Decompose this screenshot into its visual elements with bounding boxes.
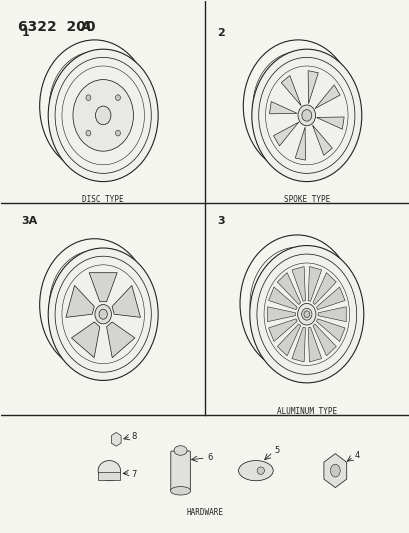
Text: 5: 5 (274, 446, 279, 455)
Polygon shape (111, 432, 121, 446)
Polygon shape (66, 286, 94, 317)
Circle shape (330, 464, 339, 477)
Polygon shape (307, 71, 317, 104)
Text: HARDWARE: HARDWARE (186, 508, 223, 517)
Polygon shape (281, 76, 300, 106)
Ellipse shape (95, 106, 110, 125)
Polygon shape (89, 273, 117, 302)
Polygon shape (316, 117, 343, 129)
Ellipse shape (256, 467, 264, 474)
Polygon shape (268, 319, 297, 342)
Text: 7: 7 (131, 471, 137, 479)
Text: 3A: 3A (22, 216, 38, 226)
Polygon shape (112, 286, 140, 317)
Polygon shape (294, 127, 305, 160)
Ellipse shape (301, 110, 311, 121)
FancyBboxPatch shape (171, 451, 190, 490)
Polygon shape (317, 307, 345, 322)
Polygon shape (269, 102, 297, 114)
Ellipse shape (99, 309, 107, 319)
Polygon shape (312, 324, 335, 356)
Text: 1: 1 (22, 28, 29, 38)
Ellipse shape (238, 461, 272, 481)
Ellipse shape (174, 446, 187, 455)
Ellipse shape (48, 248, 158, 381)
Ellipse shape (73, 79, 133, 151)
Text: 6: 6 (207, 453, 212, 462)
Ellipse shape (98, 461, 120, 481)
Polygon shape (323, 454, 346, 488)
Polygon shape (316, 319, 344, 342)
Ellipse shape (303, 311, 309, 318)
Ellipse shape (249, 246, 363, 383)
Polygon shape (314, 85, 339, 109)
Polygon shape (267, 307, 295, 322)
Text: 2: 2 (217, 28, 225, 38)
Ellipse shape (297, 303, 315, 325)
Text: SPOKE TYPE: SPOKE TYPE (283, 195, 329, 204)
Polygon shape (291, 266, 305, 301)
Polygon shape (71, 322, 99, 358)
Ellipse shape (170, 487, 190, 495)
Polygon shape (316, 287, 344, 310)
Polygon shape (276, 324, 300, 356)
Polygon shape (106, 322, 135, 358)
Polygon shape (291, 327, 305, 362)
Ellipse shape (86, 95, 91, 101)
Polygon shape (312, 125, 331, 155)
Polygon shape (312, 273, 335, 304)
Ellipse shape (95, 304, 111, 324)
Ellipse shape (251, 49, 361, 182)
Polygon shape (273, 122, 298, 146)
Polygon shape (276, 273, 300, 304)
Polygon shape (308, 327, 321, 362)
Text: ALUMINUM TYPE: ALUMINUM TYPE (276, 407, 336, 416)
Text: DISC TYPE: DISC TYPE (82, 195, 124, 204)
Text: 4: 4 (354, 451, 359, 461)
Ellipse shape (48, 49, 158, 182)
Polygon shape (98, 472, 120, 480)
Ellipse shape (86, 130, 91, 136)
Text: A: A (81, 20, 91, 34)
Ellipse shape (115, 95, 120, 101)
Polygon shape (268, 287, 297, 310)
Text: 6322  200: 6322 200 (18, 20, 95, 34)
Ellipse shape (297, 105, 315, 126)
Ellipse shape (301, 308, 311, 320)
Text: 3: 3 (217, 216, 224, 226)
Polygon shape (308, 266, 321, 301)
Text: 8: 8 (131, 432, 137, 441)
Ellipse shape (115, 130, 120, 136)
